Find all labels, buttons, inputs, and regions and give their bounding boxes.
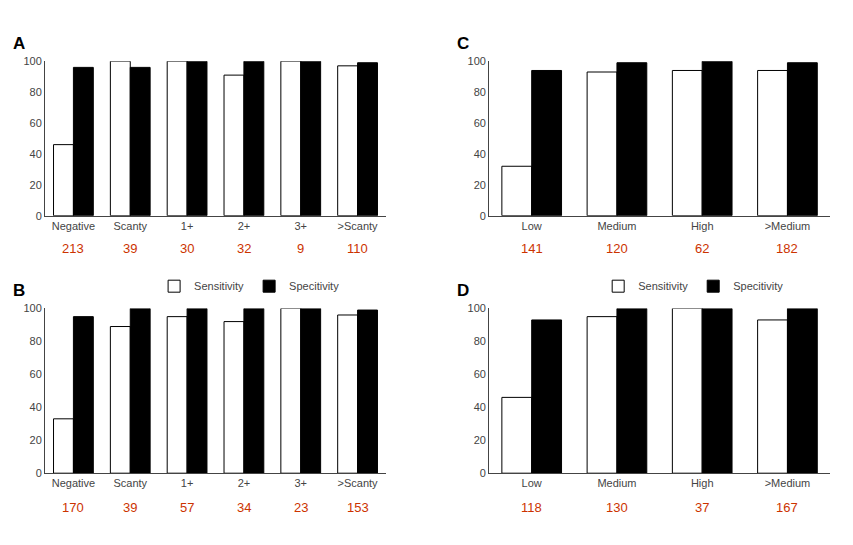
svg-text:141: 141 xyxy=(521,241,543,256)
svg-text:3+: 3+ xyxy=(294,477,307,489)
svg-text:60: 60 xyxy=(30,117,42,129)
svg-text:0: 0 xyxy=(480,210,486,222)
svg-text:9: 9 xyxy=(297,241,304,256)
svg-text:>Scanty: >Scanty xyxy=(338,477,379,489)
svg-text:100: 100 xyxy=(23,55,41,67)
svg-text:80: 80 xyxy=(474,86,486,98)
svg-text:Scanty: Scanty xyxy=(113,220,147,232)
svg-text:57: 57 xyxy=(180,500,194,515)
svg-text:167: 167 xyxy=(776,500,798,515)
svg-text:40: 40 xyxy=(30,148,42,160)
svg-text:20: 20 xyxy=(474,434,486,446)
svg-text:80: 80 xyxy=(474,335,486,347)
svg-text:34: 34 xyxy=(237,500,251,515)
svg-text:Low: Low xyxy=(522,477,542,489)
svg-text:Sensitivity: Sensitivity xyxy=(194,280,244,292)
svg-text:Specitivity: Specitivity xyxy=(733,280,783,292)
svg-text:39: 39 xyxy=(123,241,137,256)
svg-text:20: 20 xyxy=(30,179,42,191)
svg-text:1+: 1+ xyxy=(181,220,194,232)
svg-text:213: 213 xyxy=(62,241,84,256)
svg-text:0: 0 xyxy=(36,210,42,222)
svg-text:110: 110 xyxy=(347,241,368,256)
svg-text:Negative: Negative xyxy=(52,220,95,232)
svg-text:40: 40 xyxy=(474,401,486,413)
svg-text:120: 120 xyxy=(606,241,628,256)
svg-text:118: 118 xyxy=(521,500,542,515)
svg-text:100: 100 xyxy=(468,55,486,67)
svg-text:60: 60 xyxy=(474,117,486,129)
svg-text:20: 20 xyxy=(30,434,42,446)
svg-text:32: 32 xyxy=(237,241,251,256)
svg-text:20: 20 xyxy=(474,179,486,191)
svg-text:39: 39 xyxy=(123,500,137,515)
svg-text:60: 60 xyxy=(30,368,42,380)
svg-text:80: 80 xyxy=(30,335,42,347)
svg-text:High: High xyxy=(691,220,714,232)
svg-text:100: 100 xyxy=(468,302,486,314)
svg-text:2+: 2+ xyxy=(238,477,251,489)
svg-text:80: 80 xyxy=(30,86,42,98)
svg-text:30: 30 xyxy=(180,241,194,256)
svg-text:>Medium: >Medium xyxy=(765,477,811,489)
svg-text:37: 37 xyxy=(695,500,709,515)
svg-text:0: 0 xyxy=(36,467,42,479)
svg-text:170: 170 xyxy=(62,500,84,515)
svg-text:C: C xyxy=(457,34,469,53)
svg-text:40: 40 xyxy=(474,148,486,160)
svg-text:182: 182 xyxy=(776,241,798,256)
svg-text:40: 40 xyxy=(30,401,42,413)
svg-text:Low: Low xyxy=(522,220,542,232)
svg-text:23: 23 xyxy=(294,500,308,515)
svg-text:Sensitivity: Sensitivity xyxy=(638,280,688,292)
svg-text:A: A xyxy=(13,34,25,53)
svg-text:2+: 2+ xyxy=(238,220,251,232)
svg-text:D: D xyxy=(457,281,469,300)
svg-text:Specitivity: Specitivity xyxy=(289,280,339,292)
svg-text:100: 100 xyxy=(23,302,41,314)
svg-text:Scanty: Scanty xyxy=(113,477,147,489)
svg-text:Medium: Medium xyxy=(597,220,636,232)
svg-text:>Medium: >Medium xyxy=(765,220,811,232)
svg-text:High: High xyxy=(691,477,714,489)
svg-text:62: 62 xyxy=(695,241,709,256)
svg-text:153: 153 xyxy=(347,500,369,515)
svg-text:3+: 3+ xyxy=(294,220,307,232)
svg-text:1+: 1+ xyxy=(181,477,194,489)
svg-text:0: 0 xyxy=(480,467,486,479)
svg-text:>Scanty: >Scanty xyxy=(338,220,379,232)
svg-text:Negative: Negative xyxy=(52,477,95,489)
svg-text:Medium: Medium xyxy=(597,477,636,489)
svg-text:B: B xyxy=(13,281,25,300)
svg-text:130: 130 xyxy=(606,500,628,515)
svg-text:60: 60 xyxy=(474,368,486,380)
